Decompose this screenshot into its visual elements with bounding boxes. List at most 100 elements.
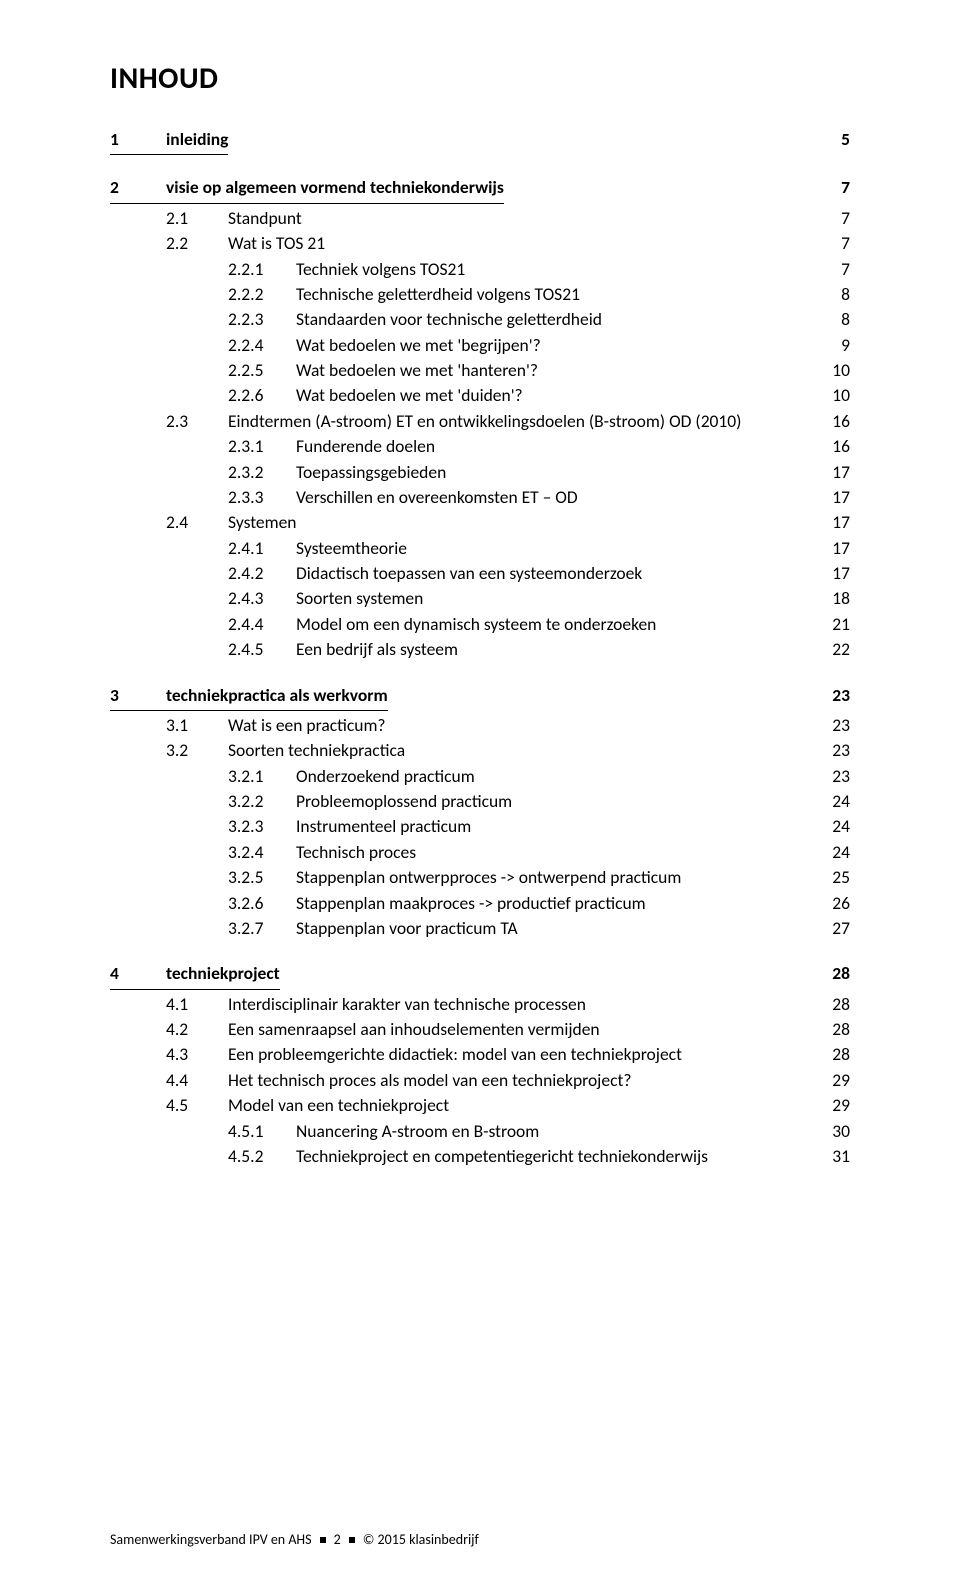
toc-entry: 3.2Soorten techniekpractica23 [110,738,850,763]
toc-entry: 2.2.6Wat bedoelen we met 'duiden'?10 [110,383,850,408]
toc-entry-label: Wat is TOS 21 [228,231,325,256]
toc-entry-page: 7 [841,257,850,282]
toc-entry-page: 22 [832,637,850,662]
toc-entry-number: 2.2.2 [228,282,296,307]
toc-entry-number: 2.1 [166,206,228,231]
toc-entry: 3.2.6Stappenplan maakproces -> productie… [110,891,850,916]
toc-entry-label: Een probleemgerichte didactiek: model va… [228,1042,682,1067]
toc-entry-number: 2.2.6 [228,383,296,408]
toc-entry-page: 17 [832,510,850,535]
toc-entry: 2.4.4Model om een dynamisch systeem te o… [110,612,850,637]
toc-entry-page: 10 [832,358,850,383]
toc-entry: 3.2.4Technisch proces24 [110,840,850,865]
toc-entry-label: Een samenraapsel aan inhoudselementen ve… [228,1017,600,1042]
toc-entry-label: Techniek volgens TOS21 [296,257,465,282]
toc-entry-number: 4.4 [166,1068,228,1093]
toc-entry-number: 2.3.3 [228,485,296,510]
toc-entry-number: 2.4.1 [228,536,296,561]
toc-entry-number: 2.3 [166,409,228,434]
toc-entry-page: 5 [841,127,850,152]
toc-entry: 4.5.2Techniekproject en competentiegeric… [110,1144,850,1169]
toc-entry: 4techniekproject28 [110,961,850,989]
toc-entry-number: 4.1 [166,992,228,1017]
toc-entry-number: 2.2.1 [228,257,296,282]
toc-entry: 2.3.2Toepassingsgebieden17 [110,460,850,485]
toc-entry-number: 3.2 [166,738,228,763]
toc-entry-page: 9 [841,333,850,358]
toc-entry-number: 2.3.1 [228,434,296,459]
toc-entry-number: 2 [110,175,166,200]
toc-entry-page: 23 [832,738,850,763]
toc-entry-label: Nuancering A-stroom en B-stroom [296,1119,539,1144]
toc-entry: 3.2.1Onderzoekend practicum 23 [110,764,850,789]
toc-entry-number: 3.2.7 [228,916,296,941]
toc-entry-number: 3 [110,683,166,708]
toc-entry-number: 4.2 [166,1017,228,1042]
toc-entry: 2.4.5Een bedrijf als systeem22 [110,637,850,662]
toc-entry-page: 28 [832,1017,850,1042]
toc-entry-label: Stappenplan ontwerpproces -> ontwerpend … [296,865,681,890]
toc-entry-label: visie op algemeen vormend techniekonderw… [166,175,504,200]
toc-entry-label: Stappenplan voor practicum TA [296,916,518,941]
toc-entry: 2.4.3Soorten systemen18 [110,586,850,611]
toc-entry-number: 2.4.4 [228,612,296,637]
toc-entry: 2.2.5Wat bedoelen we met 'hanteren'?10 [110,358,850,383]
toc-entry-page: 26 [832,891,850,916]
toc-entry-label: Standpunt [228,206,302,231]
footer-left: Samenwerkingsverband IPV en AHS [110,1531,312,1548]
toc-entry: 1inleiding5 [110,127,850,155]
footer-page-number: 2 [334,1531,341,1548]
toc-entry-page: 10 [832,383,850,408]
toc-entry-page: 7 [841,206,850,231]
toc-entry-number: 3.2.5 [228,865,296,890]
toc-entry-label: Onderzoekend practicum [296,764,475,789]
toc-entry-label: Systemen [228,510,297,535]
toc-entry-page: 23 [832,713,850,738]
toc-entry-label: Instrumenteel practicum [296,814,471,839]
toc-entry-page: 16 [832,434,850,459]
toc-entry-label: Wat is een practicum? [228,713,386,738]
toc-entry-label: Wat bedoelen we met 'begrijpen'? [296,333,541,358]
toc-entry: 2.4Systemen17 [110,510,850,535]
toc-entry-label: Verschillen en overeenkomsten ET – OD [296,485,578,510]
toc-entry: 2.4.1Systeemtheorie 17 [110,536,850,561]
toc-entry: 2.2.2Technische geletterdheid volgens TO… [110,282,850,307]
footer-right: © 2015 klasinbedrijf [363,1531,479,1548]
toc-entry-label: Een bedrijf als systeem [296,637,458,662]
toc-entry: 2visie op algemeen vormend techniekonder… [110,175,850,203]
toc-entry-page: 23 [832,764,850,789]
toc-entry-page: 25 [832,865,850,890]
toc-entry-number: 3.1 [166,713,228,738]
toc-entry-label: Systeemtheorie [296,536,407,561]
toc-entry-page: 17 [832,460,850,485]
toc-entry: 2.2.4Wat bedoelen we met 'begrijpen'? 9 [110,333,850,358]
toc-entry-page: 7 [841,231,850,256]
toc-entry: 2.4.2Didactisch toepassen van een systee… [110,561,850,586]
toc-entry-label: Stappenplan maakproces -> productief pra… [296,891,646,916]
page-title: INHOUD [110,60,850,97]
toc-entry: 4.5.1Nuancering A-stroom en B-stroom30 [110,1119,850,1144]
toc-entry-page: 29 [832,1068,850,1093]
toc-entry: 3techniekpractica als werkvorm23 [110,683,850,711]
toc-entry-page: 30 [832,1119,850,1144]
toc-entry: 3.2.5Stappenplan ontwerpproces -> ontwer… [110,865,850,890]
toc-entry-number: 3.2.1 [228,764,296,789]
toc-entry-page: 17 [832,536,850,561]
toc-entry-number: 2.2.4 [228,333,296,358]
toc-entry: 3.2.7Stappenplan voor practicum TA27 [110,916,850,941]
toc-entry-page: 7 [841,175,850,200]
toc-entry-number: 3.2.3 [228,814,296,839]
toc-entry: 2.1Standpunt 7 [110,206,850,231]
toc-entry-page: 24 [832,814,850,839]
toc-entry-number: 4 [110,961,166,986]
toc-entry-page: 8 [841,282,850,307]
toc-entry-label: Technische geletterdheid volgens TOS21 [296,282,580,307]
toc-entry-number: 2.2.3 [228,307,296,332]
toc-entry: 4.4Het technisch proces als model van ee… [110,1068,850,1093]
toc-entry: 4.2Een samenraapsel aan inhoudselementen… [110,1017,850,1042]
toc-entry-page: 28 [832,992,850,1017]
toc-entry-page: 17 [832,485,850,510]
toc-entry-label: Model van een techniekproject [228,1093,449,1118]
toc-entry-page: 24 [832,840,850,865]
toc-entry-label: Model om een dynamisch systeem te onderz… [296,612,656,637]
